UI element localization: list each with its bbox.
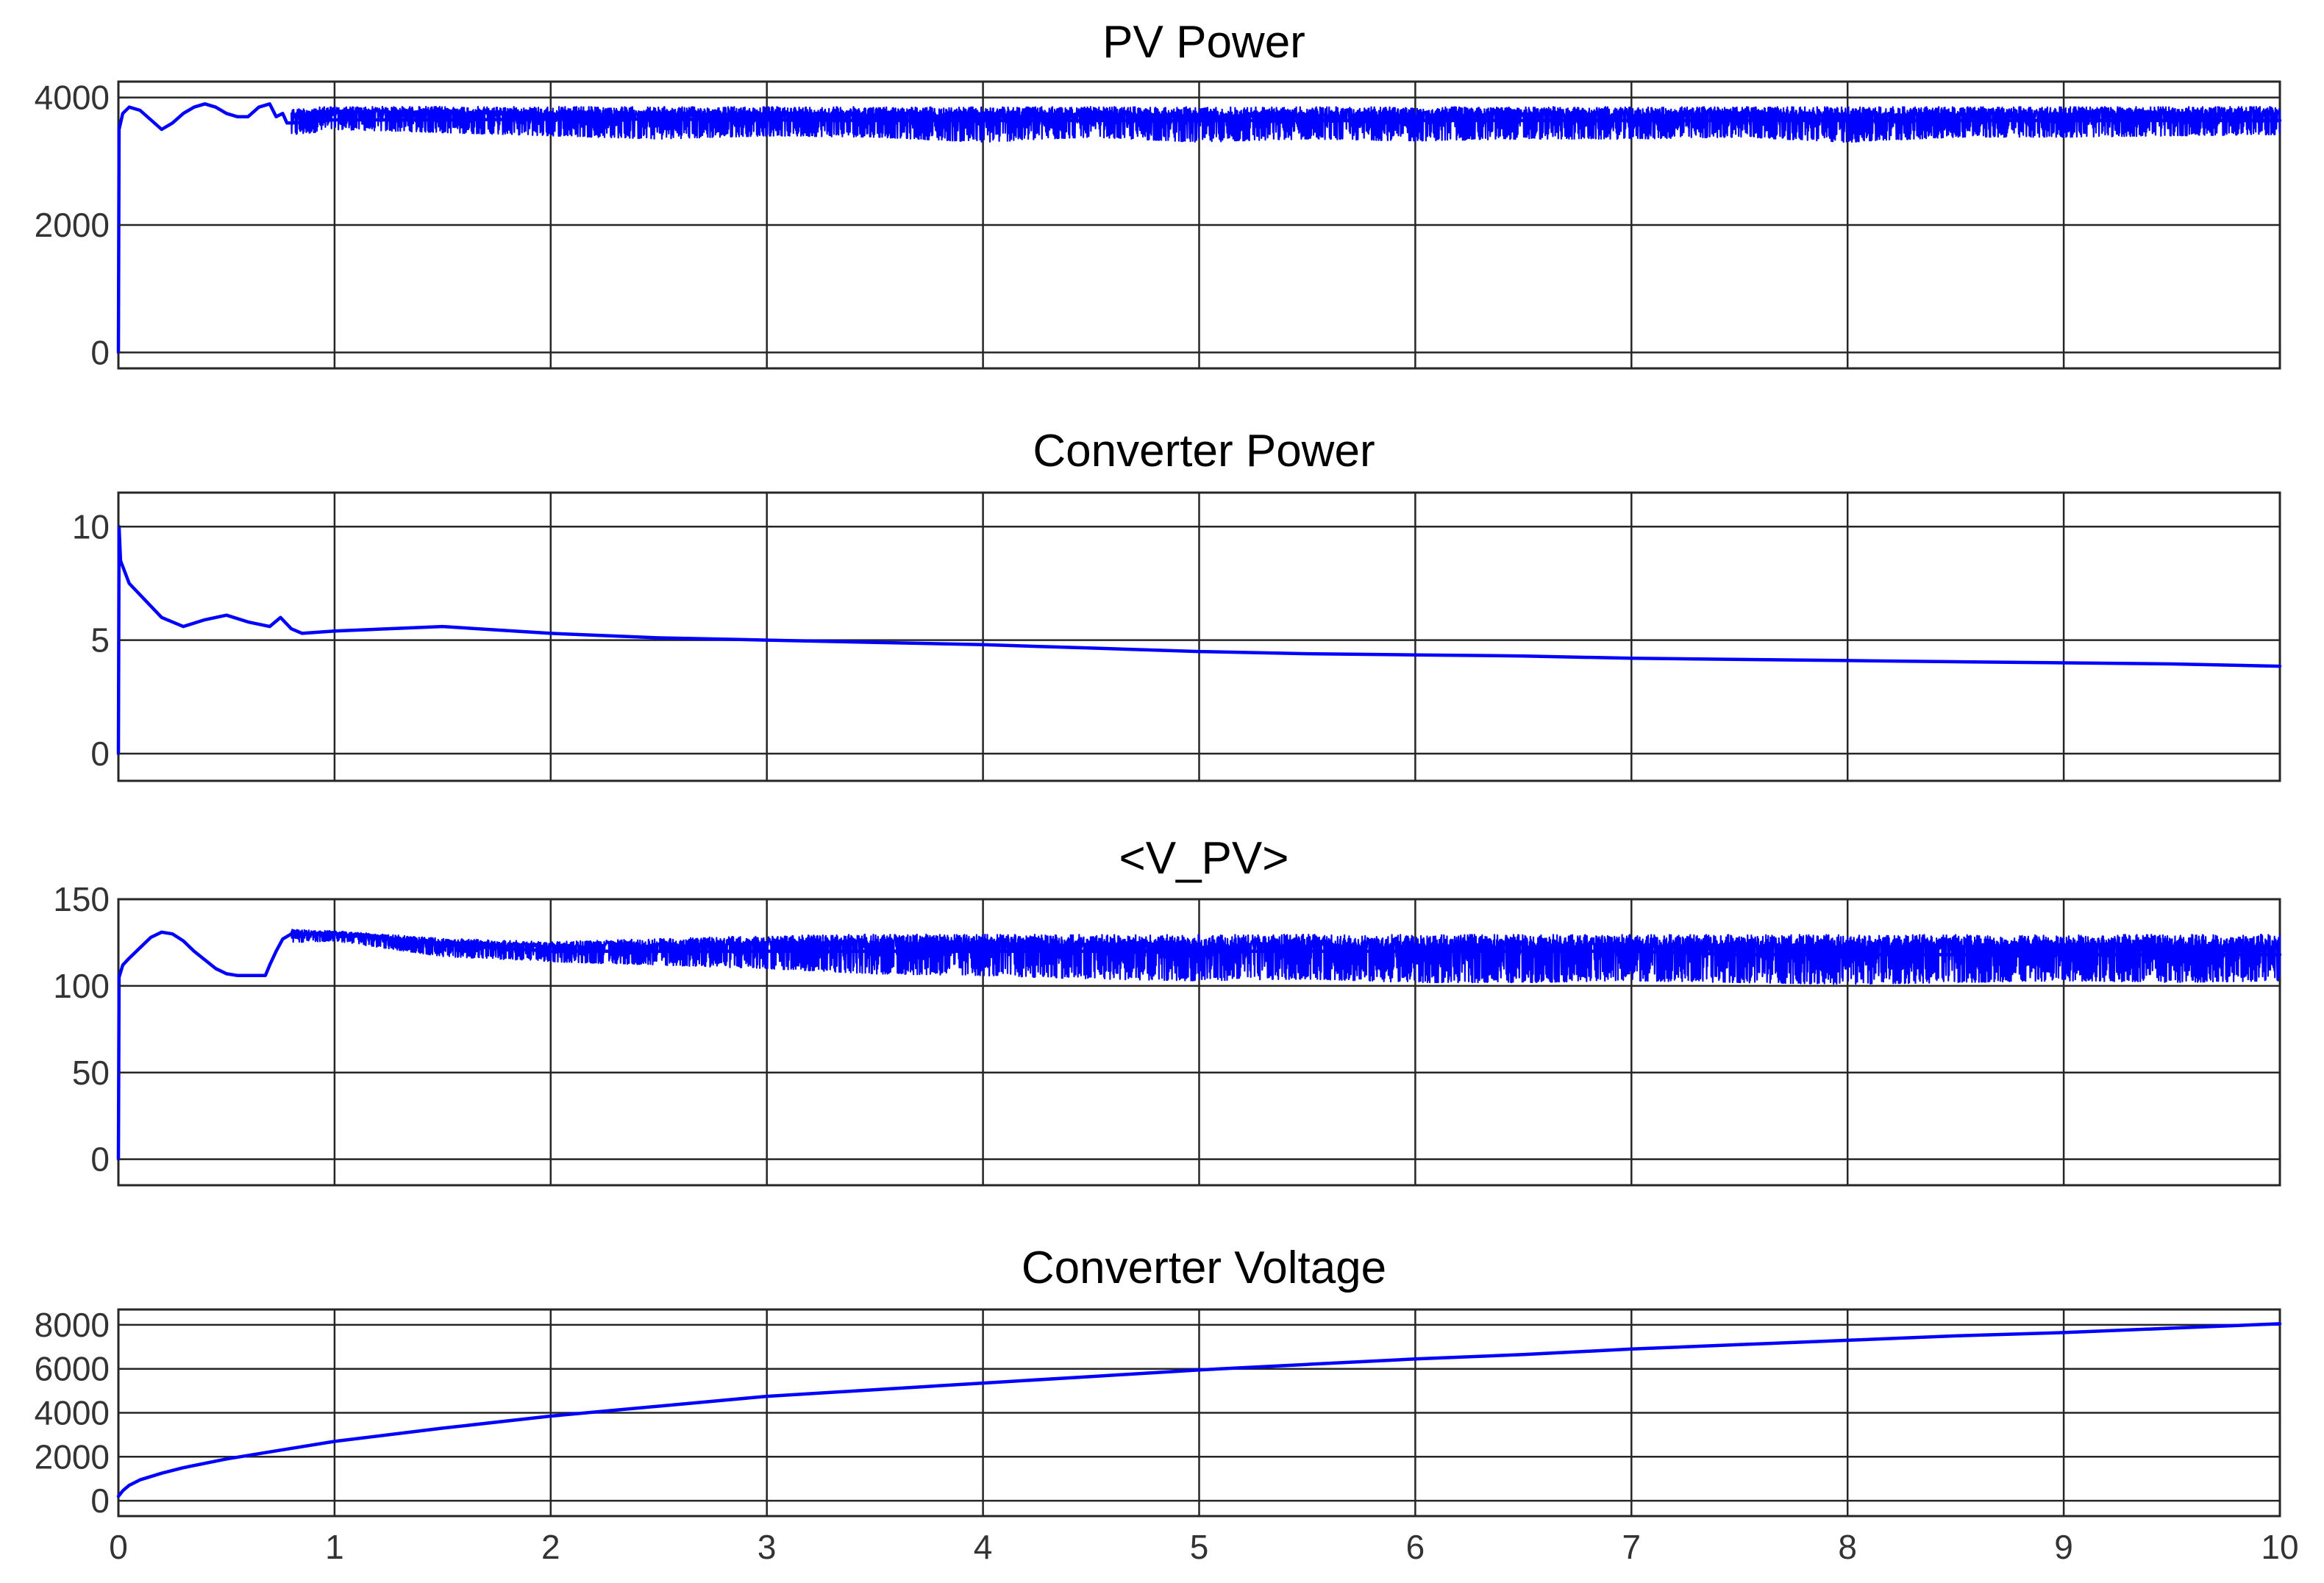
converter-voltage-xtick-label: 5 [1190,1528,1209,1566]
pv-power-ytick-label: 0 [90,333,110,371]
converter-voltage-ytick-label: 0 [90,1482,110,1520]
pv-power-yticks: 0 2000 4000 [35,79,129,371]
converter-voltage-title: Converter Voltage [1022,1243,1386,1293]
converter-power-yticks: 0 5 10 [72,507,129,773]
converter-voltage-yticks: 0 2000 4000 6000 8000 [35,1306,129,1520]
converter-voltage-xticks: 0 1 2 3 4 5 6 7 8 9 10 [109,1506,2299,1566]
v-pv-series [116,929,2282,1161]
converter-voltage-xtick-label: 2 [541,1528,560,1566]
converter-voltage-xtick-label: 8 [1838,1528,1857,1566]
v-pv-title: <V_PV> [1119,833,1289,884]
converter-voltage-ytick-label: 2000 [35,1437,110,1476]
pv-power-xticks [118,358,2281,368]
converter-voltage-series [116,1322,2282,1498]
pv-power-ytick-label: 4000 [35,79,110,117]
converter-voltage-subplot: Converter Voltage 0 2000 4000 6000 8000 0 1 2 3… [35,1243,2299,1566]
converter-voltage-series-line [116,1322,2282,1498]
converter-power-grid [118,493,2280,781]
converter-power-title: Converter Power [1033,426,1375,476]
v-pv-ytick-label: 50 [72,1054,110,1092]
converter-voltage-ytick-label: 4000 [35,1394,110,1432]
v-pv-series-line [116,930,2282,1161]
converter-voltage-xtick-label: 10 [2261,1528,2298,1566]
converter-voltage-xtick-label: 6 [1406,1528,1425,1566]
pv-power-title: PV Power [1102,17,1305,68]
converter-voltage-xtick-label: 9 [2054,1528,2073,1566]
converter-power-xticks [118,771,2281,781]
converter-power-subplot: Converter Power 0 5 10 [72,426,2282,782]
converter-voltage-xtick-label: 1 [325,1528,344,1566]
v-pv-xticks [118,1175,2281,1185]
converter-voltage-xtick-label: 7 [1622,1528,1642,1566]
converter-power-series [116,525,2282,756]
pv-power-series-band [290,105,2281,143]
converter-power-series-line [116,525,2282,756]
v-pv-ytick-label: 100 [53,967,110,1005]
v-pv-yticks: 0 50 100 150 [53,880,129,1179]
converter-power-ytick-label: 0 [90,735,110,773]
pv-power-ytick-label: 2000 [35,206,110,244]
converter-voltage-ytick-label: 6000 [35,1350,110,1388]
v-pv-ytick-label: 150 [53,880,110,918]
v-pv-subplot: <V_PV> 0 50 100 150 [53,833,2282,1187]
converter-power-ytick-label: 5 [90,621,110,660]
converter-voltage-ytick-label: 8000 [35,1306,110,1344]
pv-power-subplot: PV Power 0 2000 4000 [35,17,2282,371]
pv-power-series [116,102,2282,354]
converter-voltage-xtick-label: 4 [974,1528,993,1566]
converter-voltage-xtick-label: 0 [109,1528,128,1566]
converter-power-ytick-label: 10 [72,507,110,546]
v-pv-ytick-label: 0 [90,1140,110,1179]
pv-power-series-line [116,102,2282,354]
converter-voltage-xtick-label: 3 [758,1528,777,1566]
